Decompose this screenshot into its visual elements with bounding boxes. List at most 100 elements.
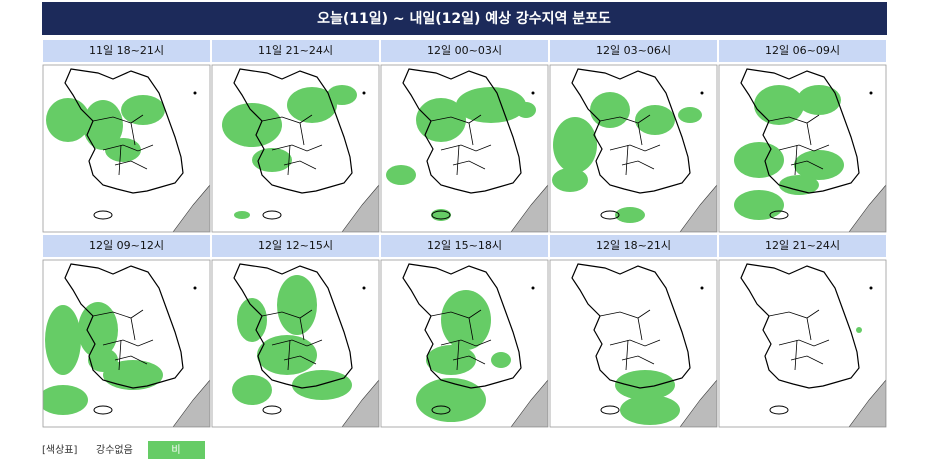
- rain-area: [615, 207, 645, 223]
- map-bg: [381, 65, 548, 232]
- rain-area: [635, 105, 675, 135]
- rain-area: [734, 190, 784, 220]
- panel-label: 12일 15~18시: [427, 238, 502, 252]
- panel-label: 12일 21~24시: [765, 238, 840, 252]
- map-body: [719, 65, 886, 232]
- rain-area: [779, 175, 819, 195]
- map-panel: 12일 09~12시: [42, 235, 211, 428]
- panel-header: [550, 235, 717, 257]
- panel-label: 12일 09~12시: [89, 238, 164, 252]
- jeju: [262, 405, 282, 415]
- rain-area: [426, 345, 476, 375]
- legend-item: 비: [171, 444, 180, 456]
- map-frame: [42, 64, 211, 233]
- rain-area: [237, 298, 267, 342]
- map-panel: 11일 18~21시: [42, 40, 211, 233]
- panel-header: [381, 40, 548, 62]
- map-panel: 12일 12~15시: [211, 235, 380, 428]
- map-bg: [719, 260, 886, 427]
- rain-area: [46, 98, 90, 142]
- rain-area: [797, 85, 841, 115]
- rain-area: [491, 352, 511, 368]
- map-frame: [211, 259, 380, 428]
- panel-grid: 11일 18~21시 11일 21~24시 12일 00~03시 12일 03~06시…: [42, 40, 887, 428]
- jeju: [93, 405, 113, 415]
- rain-area: [234, 211, 250, 219]
- map-panel: 12일 18~21시: [549, 235, 718, 428]
- map-frame: [380, 259, 549, 428]
- rain-area: [277, 275, 317, 335]
- province-border: [768, 309, 830, 371]
- rain-area: [590, 92, 630, 128]
- rain-area: [678, 107, 702, 123]
- map: [42, 64, 211, 233]
- map-body: [43, 260, 210, 427]
- rain-area: [620, 395, 680, 425]
- panel-header: [381, 235, 548, 257]
- rain-area: [287, 87, 337, 123]
- panel-header: [550, 40, 717, 62]
- rain-area: [615, 370, 675, 400]
- panel-header: [43, 235, 210, 257]
- map: [211, 64, 380, 233]
- province-border: [92, 309, 154, 371]
- dokdo: [700, 286, 704, 290]
- rain-area: [103, 360, 163, 390]
- map: [549, 259, 718, 428]
- japan: [679, 379, 717, 427]
- jeju: [769, 210, 789, 220]
- map-body: [212, 65, 379, 232]
- rain-area: [552, 168, 588, 192]
- dokdo: [531, 286, 535, 290]
- map-panel: 12일 03~06시: [549, 40, 718, 233]
- map-body: [381, 260, 548, 427]
- panel-header: [212, 235, 379, 257]
- dokdo: [869, 91, 873, 95]
- map: [718, 64, 887, 233]
- map: [549, 64, 718, 233]
- rain-area: [856, 327, 862, 333]
- dokdo: [362, 91, 366, 95]
- map-body: [719, 260, 886, 427]
- map: [718, 259, 887, 428]
- map-body: [381, 65, 548, 232]
- panel-label: 11일 21~24시: [258, 43, 333, 57]
- map: [211, 259, 380, 428]
- rain-area: [105, 138, 141, 162]
- legend-item: 강수없음: [96, 443, 133, 456]
- rain-area: [222, 103, 282, 147]
- japan: [510, 184, 548, 232]
- map-body: [550, 65, 717, 232]
- map-panel: 12일 06~09시: [718, 40, 887, 233]
- rain-area: [83, 100, 123, 150]
- panel-label: 11일 18~21시: [89, 43, 164, 57]
- japan: [510, 379, 548, 427]
- province-border: [430, 114, 492, 176]
- jeju: [431, 210, 451, 220]
- map-frame: [549, 64, 718, 233]
- rain-area: [516, 102, 536, 118]
- rain-area: [45, 305, 81, 375]
- rain-area: [754, 85, 804, 125]
- legend-label: [색상표]: [42, 444, 78, 456]
- map-frame: [549, 259, 718, 428]
- map-frame: [718, 64, 887, 233]
- rain-area: [232, 375, 272, 405]
- panel-label: 12일 12~15시: [258, 238, 333, 252]
- province-border: [430, 309, 492, 371]
- map: [42, 259, 211, 428]
- jeju: [600, 210, 620, 220]
- province-border: [599, 114, 661, 176]
- japan: [848, 184, 886, 232]
- map-frame: [718, 259, 887, 428]
- province-border: [261, 309, 323, 371]
- panel-header: [43, 40, 210, 62]
- rain-area: [292, 370, 352, 400]
- title: 오늘(11일) ~ 내일(12일) 예상 강수지역 분포도: [317, 10, 611, 27]
- panel-label: 12일 00~03시: [427, 43, 502, 57]
- province-border: [92, 114, 154, 176]
- rain-area: [553, 117, 597, 173]
- rain-area: [88, 348, 118, 372]
- title-bar: [42, 2, 887, 35]
